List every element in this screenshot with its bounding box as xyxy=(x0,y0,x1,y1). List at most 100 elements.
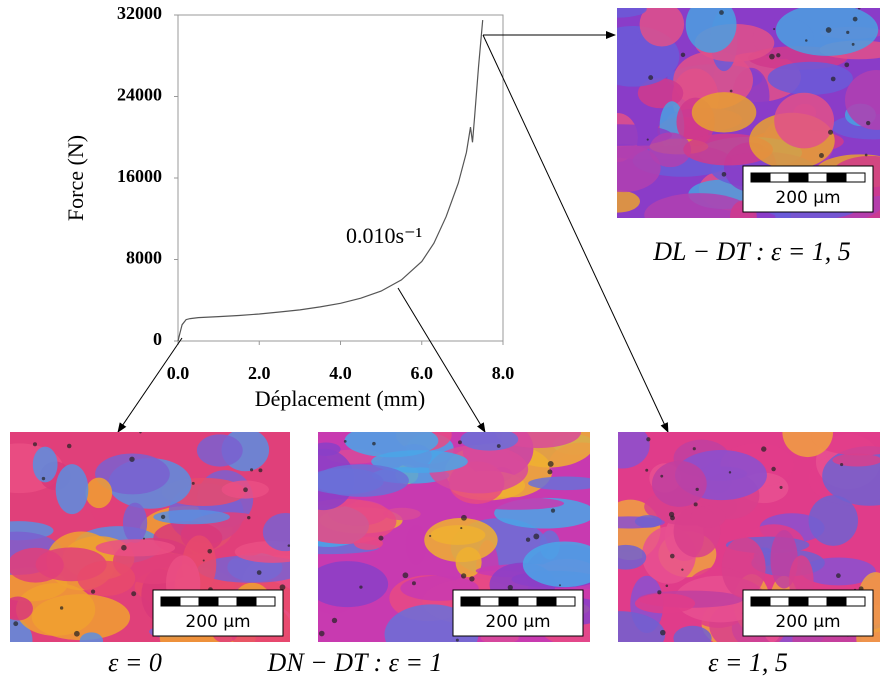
pore xyxy=(411,581,416,586)
scale-seg xyxy=(536,596,557,607)
scale-seg xyxy=(826,596,847,607)
micrograph: 200 µm xyxy=(618,432,880,642)
pore xyxy=(207,548,213,554)
grain xyxy=(673,625,712,642)
pore xyxy=(769,53,775,60)
pore xyxy=(461,514,467,521)
pore xyxy=(857,8,861,10)
grain xyxy=(318,561,389,608)
pore xyxy=(533,533,540,540)
scale-seg xyxy=(807,596,828,607)
grain xyxy=(617,143,661,193)
grain xyxy=(618,544,647,570)
pore xyxy=(142,537,146,540)
pore xyxy=(496,444,501,448)
pore xyxy=(66,443,72,449)
grain xyxy=(649,132,692,168)
pore xyxy=(191,481,195,485)
pore xyxy=(846,30,850,34)
scale-seg xyxy=(179,596,200,607)
pore xyxy=(402,572,409,579)
pore xyxy=(825,27,832,33)
x-tick-label: 4.0 xyxy=(329,363,352,383)
pore xyxy=(728,471,732,474)
pore xyxy=(830,76,836,82)
pore xyxy=(805,39,808,42)
pore xyxy=(692,447,696,451)
grain xyxy=(318,498,397,544)
pore xyxy=(547,461,554,467)
grain xyxy=(637,78,684,109)
y-tick-label: 0 xyxy=(153,329,162,349)
pore xyxy=(243,487,248,493)
x-tick-label: 6.0 xyxy=(411,363,434,383)
scale-seg xyxy=(769,596,790,607)
pore xyxy=(844,62,850,68)
grain xyxy=(617,190,641,213)
pore xyxy=(13,621,19,627)
pore xyxy=(761,446,767,452)
y-tick-label: 24000 xyxy=(117,85,162,105)
x-tick-label: 0.0 xyxy=(167,363,190,383)
pore xyxy=(359,585,363,589)
grain xyxy=(832,453,880,467)
x-tick-label: 8.0 xyxy=(492,363,515,383)
grain xyxy=(405,524,427,565)
grain xyxy=(79,632,104,642)
pore xyxy=(840,462,844,467)
pore xyxy=(279,584,286,591)
pore xyxy=(318,630,325,637)
scale-seg xyxy=(555,596,576,607)
pore xyxy=(680,52,686,58)
pore xyxy=(681,568,684,571)
scale-seg xyxy=(498,596,519,607)
scale-seg xyxy=(160,596,181,607)
grain xyxy=(55,464,89,515)
scale-seg xyxy=(198,596,219,607)
caption: ε = 0 xyxy=(108,648,162,677)
scale-seg xyxy=(845,596,866,607)
pore xyxy=(547,469,553,475)
pore xyxy=(139,432,142,434)
y-tick-label: 16000 xyxy=(117,166,162,186)
pore xyxy=(455,638,459,642)
scale-bar-label: 200 µm xyxy=(185,612,250,632)
pore xyxy=(657,590,662,595)
pore xyxy=(836,573,841,579)
pore xyxy=(645,468,649,472)
pore xyxy=(695,487,699,492)
pore xyxy=(131,591,137,597)
x-axis-label: Déplacement (mm) xyxy=(255,386,425,411)
pore xyxy=(250,468,254,472)
pore xyxy=(121,544,127,551)
micrograph: 200 µm xyxy=(10,432,290,642)
scale-seg xyxy=(460,596,481,607)
plot-frame xyxy=(177,14,504,342)
caption: DL − DT : ε = 1, 5 xyxy=(652,237,851,266)
scale-seg xyxy=(255,596,276,607)
grain xyxy=(639,8,685,47)
y-tick-label: 32000 xyxy=(117,3,162,23)
x-tick-label: 2.0 xyxy=(248,363,271,383)
grain xyxy=(618,611,666,642)
y-tick-label: 8000 xyxy=(126,248,162,268)
grain xyxy=(767,61,853,95)
pore xyxy=(864,153,868,157)
grain xyxy=(15,583,96,636)
grain xyxy=(85,477,113,509)
pore xyxy=(59,606,64,610)
pore xyxy=(550,508,556,513)
grain xyxy=(808,495,859,546)
scale-seg xyxy=(807,172,828,183)
pore xyxy=(721,171,727,177)
pore xyxy=(866,120,871,126)
scale-seg xyxy=(788,172,809,183)
pore xyxy=(343,440,347,443)
micrograph: 200 µm xyxy=(318,432,590,642)
pore xyxy=(331,617,338,624)
pore xyxy=(819,153,824,158)
grain xyxy=(122,502,148,544)
pore xyxy=(669,553,675,559)
grain xyxy=(344,432,439,458)
